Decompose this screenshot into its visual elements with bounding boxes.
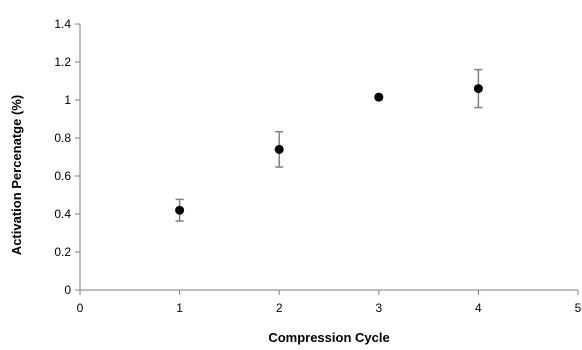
x-tick-label: 0 — [77, 301, 84, 315]
y-tick-label: 1 — [64, 93, 71, 107]
data-point — [274, 144, 284, 154]
x-tick-label: 1 — [176, 301, 183, 315]
y-tick-label: 0.4 — [54, 207, 71, 221]
y-tick-label: 0 — [64, 283, 71, 297]
axes — [75, 23, 579, 295]
data-points — [175, 84, 483, 215]
y-axis-title: Activation Percenatge (%) — [9, 95, 24, 255]
data-point — [175, 205, 185, 215]
data-point — [473, 84, 483, 94]
y-tick-label: 0.2 — [54, 245, 71, 259]
x-tick-label: 2 — [276, 301, 283, 315]
y-tick-label: 1.4 — [54, 17, 71, 31]
x-tick-label: 5 — [575, 301, 582, 315]
y-tick-label: 1.2 — [54, 55, 71, 69]
tick-labels: 0 0.2 0.4 0.6 0.8 1 1.2 1.4 0 1 2 3 4 5 — [54, 17, 581, 315]
x-tick-label: 4 — [475, 301, 482, 315]
data-point — [374, 92, 384, 102]
x-axis-title: Compression Cycle — [268, 330, 389, 345]
y-tick-label: 0.6 — [54, 169, 71, 183]
y-tick-label: 0.8 — [54, 131, 71, 145]
x-tick-label: 3 — [375, 301, 382, 315]
error-bars — [175, 68, 483, 222]
